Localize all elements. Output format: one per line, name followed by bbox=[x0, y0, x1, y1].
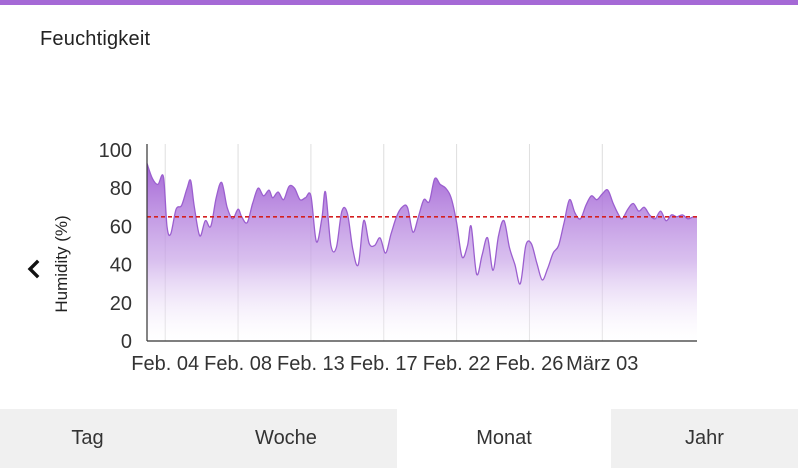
x-tick-label: Feb. 08 bbox=[204, 353, 272, 375]
y-tick-label: 0 bbox=[121, 331, 132, 353]
y-tick-label: 20 bbox=[110, 293, 132, 315]
card-title: Feuchtigkeit bbox=[40, 28, 151, 50]
y-axis-label: Humidity (%) bbox=[52, 215, 71, 312]
chevron-left-icon[interactable] bbox=[22, 256, 48, 282]
y-tick-label: 80 bbox=[110, 178, 132, 200]
humidity-chart: Feb. 04 Feb. 08 Feb. 13 Feb. 17 Feb. 22 Feb. … bbox=[52, 140, 698, 375]
x-tick-label: Feb. 17 bbox=[350, 353, 418, 375]
tab-week[interactable]: Woche bbox=[175, 409, 397, 468]
x-tick-label: März 03 bbox=[566, 353, 638, 375]
accent-bar bbox=[0, 0, 798, 5]
x-tick-label: Feb. 22 bbox=[423, 353, 491, 375]
y-tick-label: 100 bbox=[99, 140, 132, 162]
tab-day[interactable]: Tag bbox=[0, 409, 175, 468]
x-tick-label: Feb. 04 bbox=[131, 353, 199, 375]
period-tabs: Tag Woche Monat Jahr bbox=[0, 409, 798, 468]
tab-month[interactable]: Monat bbox=[397, 409, 611, 468]
x-tick-label: Feb. 26 bbox=[496, 353, 564, 375]
x-tick-label: Feb. 13 bbox=[277, 353, 345, 375]
humidity-area bbox=[147, 163, 697, 341]
y-tick-label: 40 bbox=[110, 255, 132, 277]
tab-year[interactable]: Jahr bbox=[611, 409, 798, 468]
y-tick-label: 60 bbox=[110, 216, 132, 238]
